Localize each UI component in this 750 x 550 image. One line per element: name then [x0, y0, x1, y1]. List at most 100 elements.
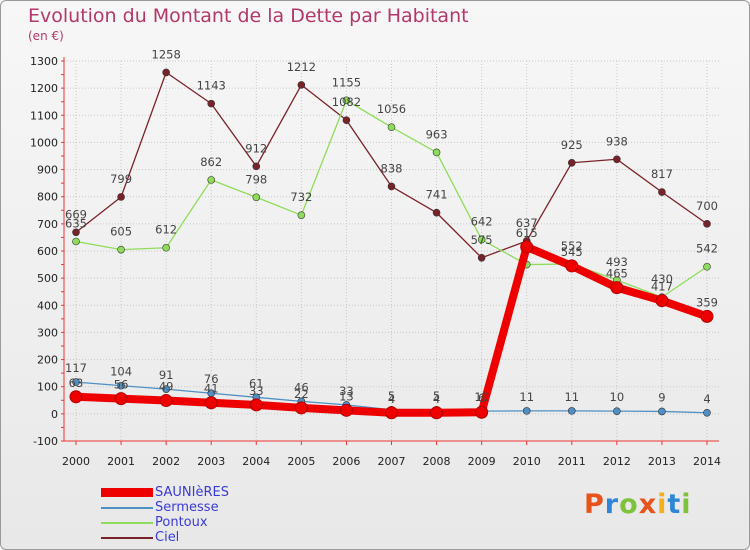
data-point — [297, 81, 306, 89]
data-point — [658, 407, 666, 416]
data-point — [252, 193, 261, 202]
y-tick-label: 900 — [37, 164, 58, 177]
y-tick-label: 0 — [51, 408, 58, 421]
logo-letter: o — [619, 489, 639, 520]
data-label: 4 — [388, 392, 395, 406]
chart-subtitle: (en €) — [28, 29, 64, 43]
data-label: 798 — [245, 172, 267, 186]
data-label: 11 — [564, 390, 579, 404]
data-label: 741 — [426, 188, 448, 202]
data-label: 552 — [561, 239, 583, 253]
data-point — [297, 211, 306, 219]
data-label: 33 — [249, 384, 264, 398]
data-label: 542 — [696, 242, 718, 256]
data-label: 41 — [204, 382, 219, 396]
data-point — [339, 403, 353, 417]
data-label: 5 — [433, 389, 440, 403]
data-point — [613, 155, 621, 164]
data-label: 5 — [388, 389, 395, 403]
data-point — [432, 208, 441, 217]
x-tick-label: 2010 — [513, 455, 541, 468]
data-point — [477, 253, 486, 262]
data-label: 104 — [110, 365, 132, 379]
data-label: 642 — [471, 215, 493, 229]
y-tick-label: 400 — [37, 299, 58, 312]
data-point — [613, 407, 621, 415]
y-tick-label: 300 — [37, 326, 58, 339]
data-label: 49 — [159, 380, 174, 394]
data-label: 22 — [294, 387, 309, 401]
data-point — [162, 68, 170, 77]
data-label: 63 — [69, 376, 84, 390]
data-label: 700 — [696, 199, 718, 213]
y-tick-label: 600 — [37, 245, 58, 258]
x-tick-label: 2008 — [423, 455, 451, 468]
data-label: 925 — [561, 138, 583, 152]
data-label: 1155 — [332, 75, 361, 89]
x-tick-label: 2011 — [558, 455, 586, 468]
y-tick-label: 1100 — [30, 109, 58, 122]
data-label: 91 — [159, 368, 174, 382]
proxiti-logo: Proxiti — [584, 489, 692, 520]
data-label: 430 — [651, 272, 673, 286]
data-point — [703, 408, 711, 417]
logo-letter: r — [604, 489, 620, 520]
x-tick-label: 2007 — [378, 455, 406, 468]
logo-letter: x — [638, 489, 658, 520]
data-label: 838 — [381, 161, 403, 175]
data-point — [159, 394, 173, 408]
data-label: 963 — [426, 127, 448, 141]
data-label: 10 — [474, 390, 489, 404]
logo-letter: P — [584, 489, 605, 520]
data-point — [114, 392, 128, 406]
legend-swatch-sermesse — [101, 507, 153, 509]
x-tick-label: 2014 — [693, 455, 721, 468]
data-label: 862 — [200, 155, 222, 169]
y-tick-label: 100 — [37, 381, 58, 394]
data-label: 635 — [65, 217, 87, 231]
legend-label-saunieres: SAUNIèRES — [155, 485, 229, 500]
data-point — [432, 148, 441, 157]
data-point — [342, 116, 351, 124]
data-point — [567, 407, 576, 415]
x-tick-label: 2006 — [332, 455, 360, 468]
x-tick-label: 2004 — [242, 455, 270, 468]
y-tick-label: -100 — [33, 435, 58, 448]
data-point — [700, 309, 714, 323]
data-label: 4 — [703, 392, 710, 406]
x-tick-label: 2013 — [648, 455, 676, 468]
data-point — [655, 294, 669, 308]
legend-label-sermesse: Sermesse — [155, 500, 219, 515]
data-label: 545 — [561, 245, 583, 259]
legend-label-ciel: Ciel — [155, 530, 180, 545]
data-label: 46 — [294, 380, 309, 394]
data-label: 817 — [651, 167, 673, 181]
data-label: 732 — [290, 190, 312, 204]
data-point — [610, 281, 624, 295]
data-point — [658, 188, 666, 196]
data-point — [117, 381, 125, 390]
x-tick-label: 2005 — [287, 455, 315, 468]
legend-label-pontoux: Pontoux — [155, 515, 208, 530]
data-label: 493 — [606, 255, 628, 269]
data-point — [520, 240, 534, 254]
data-point — [117, 193, 125, 201]
data-point — [385, 406, 398, 420]
legend-swatch-pontoux — [101, 522, 153, 524]
data-label: 417 — [651, 280, 673, 294]
data-point — [565, 259, 579, 273]
data-label: 117 — [65, 361, 87, 375]
data-point — [475, 405, 489, 419]
legend-swatch-saunieres — [101, 488, 153, 497]
data-label: 669 — [65, 207, 87, 221]
data-label: 9 — [658, 390, 665, 404]
series-lines — [69, 68, 714, 420]
data-label: 938 — [606, 134, 628, 148]
data-label: 465 — [606, 267, 628, 281]
axes: -100 0 100 200 300 400 500 600 700 800 900 1000 1100… — [30, 55, 721, 468]
data-point — [72, 378, 80, 386]
data-point — [342, 96, 351, 105]
data-point — [703, 220, 711, 228]
data-label: 615 — [516, 226, 538, 240]
y-tick-label: 1000 — [30, 136, 58, 149]
